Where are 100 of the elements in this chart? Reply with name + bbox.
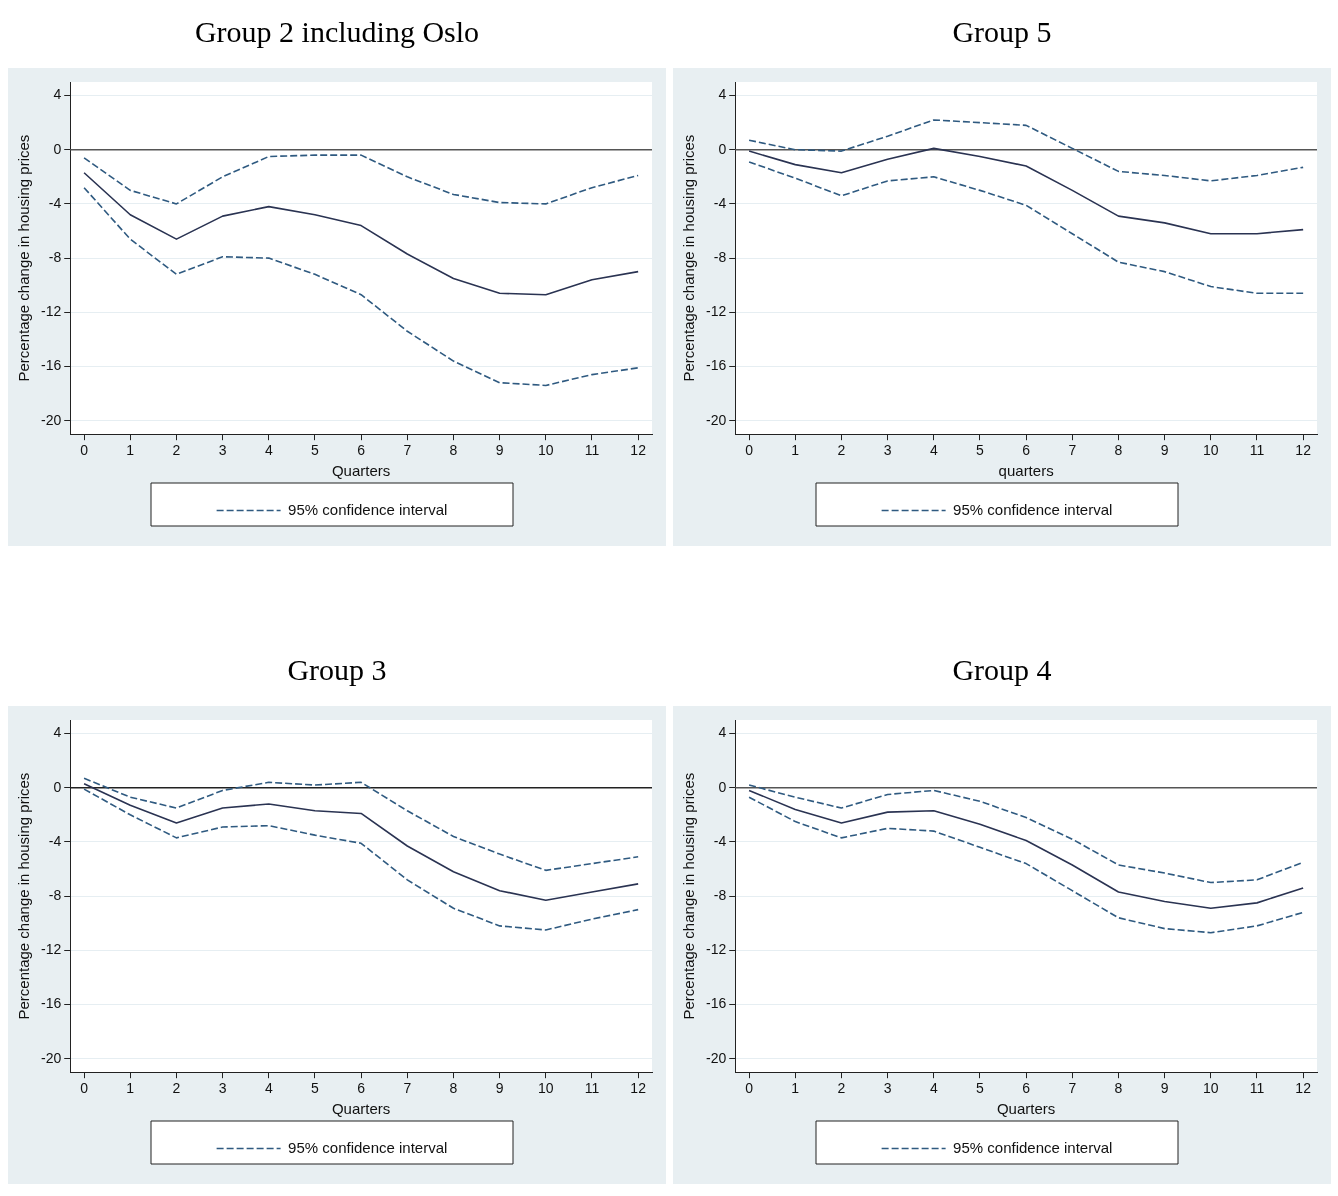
legend-label: 95% confidence interval	[288, 1138, 448, 1156]
chart-title: Group 3	[287, 652, 387, 688]
line-series	[83, 777, 639, 872]
x-tick-label: 8	[1114, 442, 1123, 459]
y-tick-label: 4	[718, 86, 727, 103]
x-tick-label: 2	[837, 442, 846, 459]
y-tick-label: -20	[41, 1049, 62, 1066]
x-tick-label: 12	[630, 442, 647, 459]
y-tick-label: -16	[706, 995, 727, 1012]
x-tick-label: 0	[745, 442, 754, 459]
y-tick-label: -4	[713, 832, 727, 849]
x-tick-label: 5	[311, 442, 320, 459]
x-tick-label: 9	[495, 1080, 504, 1097]
y-tick-label: -12	[706, 303, 727, 320]
x-tick-label: 1	[126, 1080, 135, 1097]
line-series	[83, 186, 639, 387]
x-tick-label: 5	[976, 442, 985, 459]
x-tick-label: 8	[449, 442, 458, 459]
x-tick-label: 3	[883, 442, 892, 459]
y-tick-label: 0	[53, 140, 62, 157]
x-tick-label: 0	[80, 1080, 89, 1097]
y-axis-title: Percentage change in housing prices	[15, 772, 33, 1020]
x-axis-title: Quarters	[331, 1100, 391, 1118]
x-tick-label: 11	[1249, 1080, 1265, 1097]
legend-label: 95% confidence interval	[953, 500, 1113, 518]
x-tick-label: 6	[357, 1080, 366, 1097]
x-tick-label: 7	[403, 442, 412, 459]
line-series	[748, 784, 1304, 884]
x-axis-title: quarters	[998, 462, 1054, 480]
y-tick-label: -20	[41, 411, 62, 428]
x-tick-label: 8	[1114, 1080, 1123, 1097]
x-tick-label: 6	[1022, 442, 1031, 459]
x-tick-label: 1	[791, 442, 800, 459]
y-tick-label: 0	[53, 778, 62, 795]
x-tick-label: 9	[1160, 1080, 1169, 1097]
line-series	[748, 119, 1304, 182]
x-tick-label: 2	[172, 1080, 181, 1097]
x-tick-label: 7	[1068, 1080, 1077, 1097]
y-axis-title: Percentage change in housing prices	[680, 134, 698, 382]
y-tick-label: -16	[41, 357, 62, 374]
legend-label: 95% confidence interval	[953, 1138, 1113, 1156]
x-axis-title: Quarters	[996, 1100, 1056, 1118]
x-tick-label: 10	[538, 1080, 554, 1097]
chart-title: Group 5	[952, 14, 1052, 50]
y-tick-label: 4	[718, 724, 727, 741]
x-tick-label: 12	[1295, 442, 1312, 459]
x-tick-label: 12	[630, 1080, 647, 1097]
y-tick-label: -4	[48, 194, 62, 211]
x-tick-label: 3	[218, 1080, 227, 1097]
y-axis-title: Percentage change in housing prices	[680, 772, 698, 1020]
x-axis-title: Quarters	[331, 462, 391, 480]
y-tick-label: -12	[41, 303, 62, 320]
x-tick-label: 5	[311, 1080, 320, 1097]
y-tick-label: -12	[41, 941, 62, 958]
x-tick-label: 3	[883, 1080, 892, 1097]
x-tick-label: 6	[357, 442, 366, 459]
x-tick-label: 12	[1295, 1080, 1312, 1097]
x-tick-label: 0	[745, 1080, 754, 1097]
y-tick-label: -8	[713, 248, 727, 265]
x-tick-label: 10	[538, 442, 554, 459]
y-tick-label: -8	[48, 248, 62, 265]
x-tick-label: 11	[1249, 442, 1265, 459]
x-tick-label: 10	[1203, 1080, 1219, 1097]
x-tick-label: 10	[1203, 442, 1219, 459]
y-tick-label: -20	[706, 1049, 727, 1066]
x-tick-label: 1	[791, 1080, 800, 1097]
x-tick-label: 2	[172, 442, 181, 459]
x-tick-label: 11	[584, 442, 600, 459]
y-tick-label: -16	[706, 357, 727, 374]
y-tick-label: 4	[53, 724, 62, 741]
x-tick-label: 5	[976, 1080, 985, 1097]
line-series	[83, 788, 639, 931]
x-tick-label: 4	[264, 442, 273, 459]
legend-label: 95% confidence interval	[288, 500, 448, 518]
x-tick-label: 4	[929, 1080, 938, 1097]
chart-title: Group 2 including Oslo	[194, 14, 480, 50]
line-series	[748, 796, 1304, 934]
x-tick-label: 4	[264, 1080, 273, 1097]
chart-title: Group 4	[952, 652, 1052, 688]
x-tick-label: 7	[1068, 442, 1077, 459]
y-tick-label: -20	[706, 411, 727, 428]
x-tick-label: 1	[126, 442, 135, 459]
line-series	[83, 154, 639, 205]
y-tick-label: -4	[48, 832, 62, 849]
x-tick-label: 11	[584, 1080, 600, 1097]
x-tick-label: 9	[495, 442, 504, 459]
y-tick-label: -12	[706, 941, 727, 958]
y-tick-label: 4	[53, 86, 62, 103]
x-tick-label: 6	[1022, 1080, 1031, 1097]
x-tick-label: 4	[929, 442, 938, 459]
x-tick-label: 0	[80, 442, 89, 459]
x-tick-label: 9	[1160, 442, 1169, 459]
y-tick-label: -4	[713, 194, 727, 211]
y-tick-label: 0	[718, 140, 727, 157]
x-tick-label: 2	[837, 1080, 846, 1097]
y-tick-label: 0	[718, 778, 727, 795]
line-series	[748, 161, 1304, 295]
y-tick-label: -16	[41, 995, 62, 1012]
y-tick-label: -8	[713, 886, 727, 903]
y-axis-title: Percentage change in housing prices	[15, 134, 33, 382]
